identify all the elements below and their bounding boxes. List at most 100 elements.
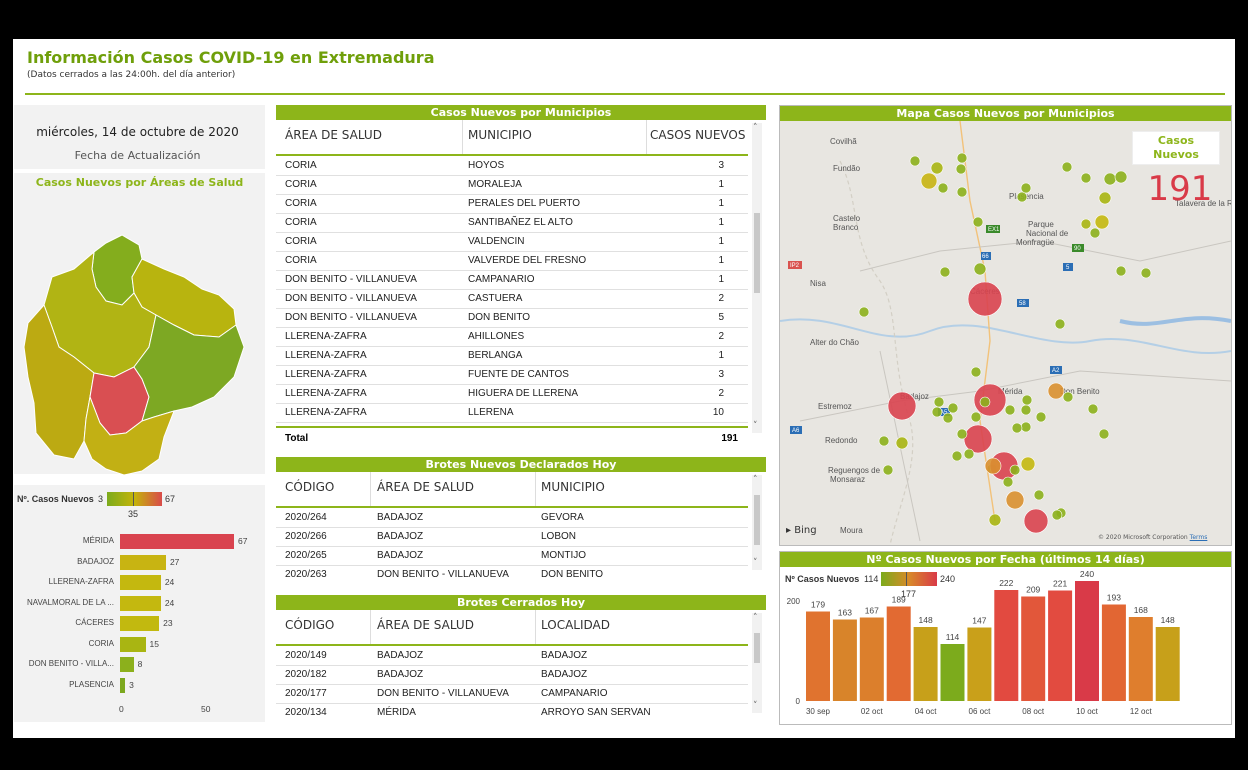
map-case-dot[interactable] <box>1004 404 1016 416</box>
col-area-salud[interactable]: ÁREA DE SALUD <box>285 128 382 142</box>
map-case-dot[interactable] <box>1009 464 1021 476</box>
map-case-dot[interactable] <box>1002 476 1014 488</box>
municipios-row[interactable]: LLERENA-ZAFRA BERLANGA 1 <box>276 346 748 366</box>
map-case-dot[interactable] <box>887 391 917 421</box>
map-case-dot[interactable] <box>1016 191 1028 203</box>
fecha-bar[interactable] <box>806 611 830 702</box>
map-case-dot[interactable] <box>955 163 967 175</box>
municipios-row[interactable]: CORIA MORALEJA 1 <box>276 175 748 195</box>
map-case-dot[interactable] <box>895 436 909 450</box>
scroll-up-icon[interactable]: ˄ <box>753 475 758 485</box>
map-case-dot[interactable] <box>951 450 963 462</box>
scroll-thumb[interactable] <box>754 633 760 663</box>
municipios-scroll-thumb[interactable] <box>754 213 760 293</box>
map-case-dot[interactable] <box>920 172 938 190</box>
brotes-cerrados-row[interactable]: 2020/134 MÉRIDA ARROYO SAN SERVAN <box>276 703 748 722</box>
scroll-up-icon[interactable]: ˄ <box>753 123 758 133</box>
map-case-dot[interactable] <box>1011 422 1023 434</box>
map-case-dot[interactable] <box>979 396 991 408</box>
map-case-dot[interactable] <box>1023 508 1049 534</box>
areas-bar[interactable] <box>120 534 234 549</box>
municipios-row[interactable]: LLERENA-ZAFRA HIGUERA DE LLERENA 2 <box>276 384 748 404</box>
map-case-dot[interactable] <box>967 281 1003 317</box>
col-municipio[interactable]: MUNICIPIO <box>468 128 532 142</box>
map-case-dot[interactable] <box>970 366 982 378</box>
brotes-cerrados-row[interactable]: 2020/182 BADAJOZ BADAJOZ <box>276 665 748 685</box>
col-casos-nuevos[interactable]: CASOS NUEVOS <box>650 128 746 142</box>
areas-bar[interactable] <box>120 575 161 590</box>
fecha-bar[interactable] <box>832 619 857 702</box>
map-case-dot[interactable] <box>1020 421 1032 433</box>
brotes-cerrados-row[interactable]: 2020/177 DON BENITO - VILLANUEVA CAMPANARI… <box>276 684 748 704</box>
col-municipio[interactable]: MUNICIPIO <box>541 480 605 494</box>
brotes-nuevos-row[interactable]: 2020/263 DON BENITO - VILLANUEVA DON BENIT… <box>276 565 748 584</box>
map-case-dot[interactable] <box>878 435 890 447</box>
map-case-dot[interactable] <box>956 428 968 440</box>
fecha-bar[interactable] <box>1048 590 1073 702</box>
map-case-dot[interactable] <box>930 161 944 175</box>
fecha-bar[interactable] <box>886 606 911 702</box>
area-llerena-zafra[interactable] <box>83 395 175 476</box>
scroll-thumb[interactable] <box>754 495 760 545</box>
municipios-row[interactable]: DON BENITO - VILLANUEVA DON BENITO 5 <box>276 308 748 328</box>
brotes-cerrados-row[interactable]: 2020/149 BADAJOZ BADAJOZ <box>276 646 748 666</box>
fecha-bar[interactable] <box>940 644 965 701</box>
map-case-dot[interactable] <box>947 402 959 414</box>
col-localidad[interactable]: LOCALIDAD <box>541 618 610 632</box>
fecha-bar[interactable] <box>1155 627 1180 701</box>
map-case-dot[interactable] <box>970 411 982 423</box>
municipios-row[interactable]: CORIA VALDENCIN 1 <box>276 232 748 252</box>
map-case-dot[interactable] <box>1087 403 1099 415</box>
map-case-dot[interactable] <box>1020 456 1036 472</box>
municipios-row[interactable]: DON BENITO - VILLANUEVA CASTUERA 2 <box>276 289 748 309</box>
map-case-dot[interactable] <box>988 513 1002 527</box>
mapa-municipios[interactable]: Covilhã Fundão Castelo Branco Plasencia … <box>780 121 1231 545</box>
map-case-dot[interactable] <box>984 457 1002 475</box>
col-area-salud[interactable]: ÁREA DE SALUD <box>377 480 474 494</box>
municipios-row[interactable]: LLERENA-ZAFRA LLERENA 10 <box>276 403 748 423</box>
brotes-nuevos-row[interactable]: 2020/265 BADAJOZ MONTIJO <box>276 546 748 566</box>
municipios-row[interactable]: DON BENITO - VILLANUEVA CAMPANARIO 1 <box>276 270 748 290</box>
col-codigo[interactable]: CÓDIGO <box>285 618 335 632</box>
municipios-row[interactable]: CORIA PERALES DEL PUERTO 1 <box>276 194 748 214</box>
area-don-benito[interactable] <box>133 314 245 422</box>
brotes-nuevos-row[interactable]: 2020/266 BADAJOZ LOBON <box>276 527 748 547</box>
municipios-row[interactable]: CORIA HOYOS 3 <box>276 156 748 176</box>
map-case-dot[interactable] <box>1103 172 1117 186</box>
areas-bar[interactable] <box>120 595 161 611</box>
map-case-dot[interactable] <box>1054 318 1066 330</box>
fecha-bar[interactable] <box>1075 581 1099 701</box>
map-case-dot[interactable] <box>1098 191 1112 205</box>
map-case-dot[interactable] <box>1062 391 1074 403</box>
areas-bar[interactable] <box>120 554 166 570</box>
area-badajoz[interactable] <box>23 304 95 460</box>
brotes-cerrados-scrollbar[interactable]: ˄ ˅ <box>752 613 762 713</box>
map-case-dot[interactable] <box>973 383 1007 417</box>
fecha-bar[interactable] <box>967 627 992 702</box>
map-case-dot[interactable] <box>1080 172 1092 184</box>
scroll-down-icon[interactable]: ˅ <box>753 701 758 711</box>
map-case-dot[interactable] <box>1115 265 1127 277</box>
fecha-bar[interactable] <box>913 627 938 701</box>
map-case-dot[interactable] <box>1035 411 1047 423</box>
map-case-dot[interactable] <box>1114 170 1128 184</box>
map-case-dot[interactable] <box>1033 489 1045 501</box>
municipios-row[interactable]: LLERENA-ZAFRA AHILLONES 2 <box>276 327 748 347</box>
scroll-down-icon[interactable]: ˅ <box>753 558 758 568</box>
map-case-dot[interactable] <box>1005 490 1025 510</box>
brotes-nuevos-row[interactable]: 2020/264 BADAJOZ GEVORA <box>276 508 748 528</box>
municipios-row[interactable]: LLERENA-ZAFRA FUENTE DE CANTOS 3 <box>276 365 748 385</box>
map-case-dot[interactable] <box>933 396 945 408</box>
areas-bar[interactable] <box>120 636 146 652</box>
map-case-dot[interactable] <box>1047 382 1065 400</box>
map-case-dot[interactable] <box>882 464 894 476</box>
scroll-down-icon[interactable]: ˅ <box>753 421 758 431</box>
map-case-dot[interactable] <box>1098 428 1110 440</box>
municipios-scrollbar[interactable]: ˄ ˅ <box>752 123 762 433</box>
map-case-dot[interactable] <box>1061 161 1073 173</box>
map-case-dot[interactable] <box>909 155 921 167</box>
col-area-salud[interactable]: ÁREA DE SALUD <box>377 618 474 632</box>
fecha-bar[interactable] <box>1128 617 1153 701</box>
map-case-dot[interactable] <box>1080 218 1092 230</box>
map-case-dot[interactable] <box>1094 214 1110 230</box>
